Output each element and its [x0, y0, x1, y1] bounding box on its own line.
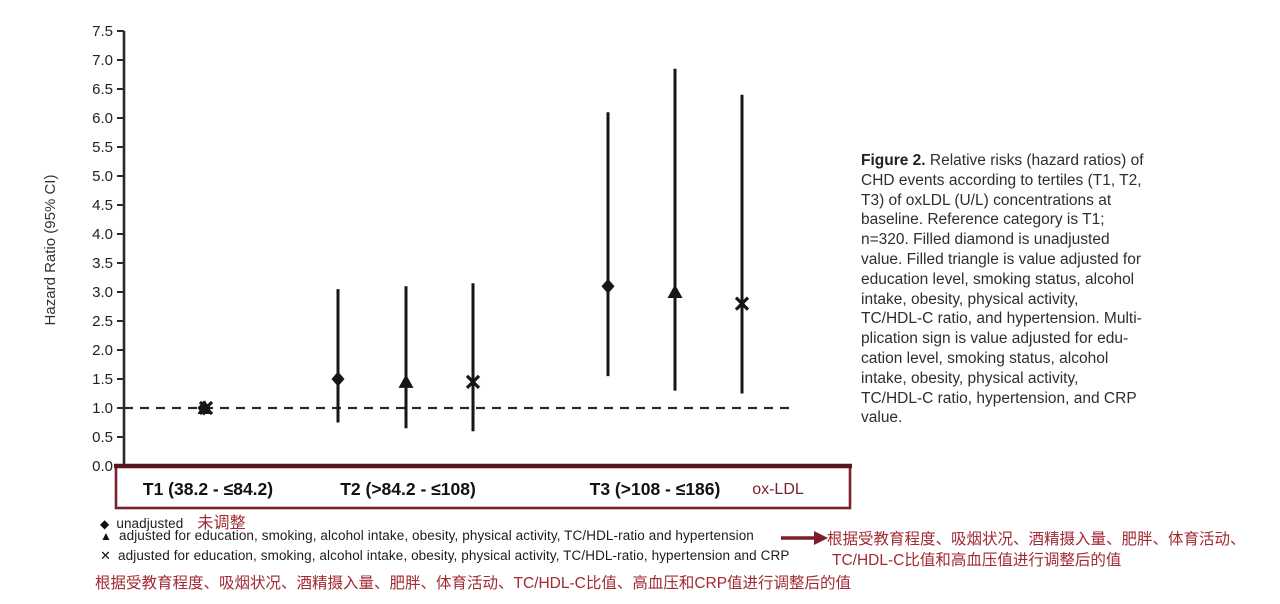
- y-tick-label: 5.0: [92, 168, 113, 185]
- y-tick-label: 1.5: [92, 371, 113, 388]
- y-tick-label: 7.0: [92, 52, 113, 69]
- y-tick-label: 4.5: [92, 197, 113, 214]
- y-tick-label: 3.5: [92, 255, 113, 272]
- x-marker: [734, 296, 750, 311]
- triangle-marker: [398, 374, 414, 388]
- legend-label-adjusted: adjusted for education, smoking, alcohol…: [118, 528, 754, 543]
- zh-note-right-line1: 根据受教育程度、吸烟状况、酒精摄入量、肥胖、体育活动、: [827, 531, 1246, 548]
- diamond-marker: [331, 371, 345, 387]
- x-group-label-oxldl: ox-LDL: [752, 481, 804, 498]
- y-tick-label: 1.0: [92, 400, 113, 417]
- triangle-icon: ▲: [100, 529, 112, 543]
- legend-zh-unadjusted: 未调整: [197, 515, 246, 532]
- x-marker: [465, 374, 481, 390]
- x-marker: [198, 400, 214, 416]
- figure-caption: Figure 2. Relative risks (hazard ratios)…: [861, 151, 1239, 428]
- y-tick-label: 0.5: [92, 429, 113, 446]
- y-tick-label: 2.0: [92, 342, 113, 359]
- diamond-icon: ◆: [100, 517, 110, 531]
- zh-note-bottom: 根据受教育程度、吸烟状况、酒精摄入量、肥胖、体育活动、TC/HDL-C比值、高血…: [95, 575, 852, 592]
- y-tick-label: 6.5: [92, 81, 113, 98]
- diamond-marker: [601, 278, 615, 294]
- legend-row-unadjusted: ◆ unadjusted 未调整: [100, 509, 246, 533]
- zh-note-right-line2: TC/HDL-C比值和高血压值进行调整后的值: [832, 552, 1122, 569]
- legend-label-unadjusted: unadjusted: [116, 516, 184, 531]
- category-label-t2: T2 (>84.2 - ≤108): [340, 479, 476, 499]
- triangle-marker: [667, 284, 683, 298]
- y-tick-label: 4.0: [92, 226, 113, 243]
- category-label-t1: T1 (38.2 - ≤84.2): [143, 479, 273, 499]
- hazard-ratio-forest-plot: 0.0 0.5 1.0 1.5 2.0 2.5 3.0 3.5 4.0 4.5 5.0 5.5 6.0 6…: [42, 23, 852, 510]
- y-tick-label: 0.0: [92, 458, 113, 475]
- y-tick-label: 6.0: [92, 110, 113, 127]
- legend-row-adjusted: ▲ adjusted for education, smoking, alcoho…: [100, 528, 754, 543]
- legend-row-adjusted-crp: ✕ adjusted for education, smoking, alcoho…: [100, 548, 789, 564]
- figure-caption-text: Relative risks (hazard ratios) of CHD ev…: [861, 152, 1144, 427]
- y-tick-label: 5.5: [92, 139, 113, 156]
- legend-label-adjusted-crp: adjusted for education, smoking, alcohol…: [118, 547, 790, 563]
- y-tick-label: 7.5: [92, 23, 113, 40]
- y-tick-label: 3.0: [92, 284, 113, 301]
- y-tick-label: 2.5: [92, 313, 113, 330]
- category-label-t3: T3 (>108 - ≤186): [590, 479, 721, 499]
- multiplication-sign-icon: ✕: [100, 547, 111, 563]
- right-arrow-icon: [781, 531, 828, 545]
- figure-caption-label: Figure 2.: [861, 152, 926, 169]
- y-axis-label: Hazard Ratio (95% CI): [42, 175, 59, 326]
- red-arrow: [781, 531, 828, 545]
